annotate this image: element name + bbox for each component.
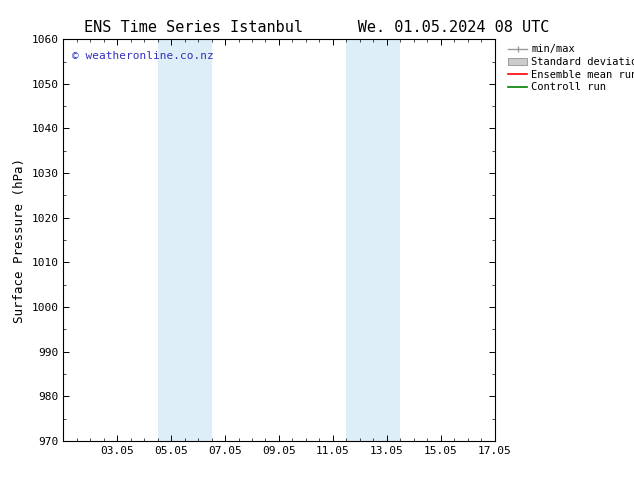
Legend: min/max, Standard deviation, Ensemble mean run, Controll run: min/max, Standard deviation, Ensemble me… bbox=[508, 45, 634, 92]
Y-axis label: Surface Pressure (hPa): Surface Pressure (hPa) bbox=[13, 158, 26, 322]
Bar bbox=[158, 39, 212, 441]
Bar bbox=[346, 39, 400, 441]
Text: ENS Time Series Istanbul      We. 01.05.2024 08 UTC: ENS Time Series Istanbul We. 01.05.2024 … bbox=[84, 20, 550, 35]
Text: © weatheronline.co.nz: © weatheronline.co.nz bbox=[72, 51, 214, 61]
